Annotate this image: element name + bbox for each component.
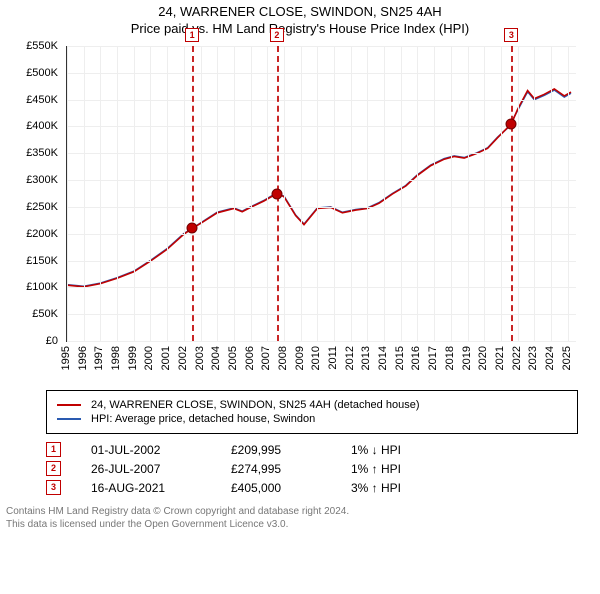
legend-label: HPI: Average price, detached house, Swin… bbox=[91, 413, 315, 425]
y-tick-label: £350K bbox=[26, 147, 58, 159]
footer: Contains HM Land Registry data © Crown c… bbox=[6, 505, 600, 531]
sale-price: £274,995 bbox=[231, 462, 321, 476]
sale-marker-1: 1 bbox=[46, 442, 61, 457]
x-tick-label: 1997 bbox=[93, 346, 105, 370]
sale-price: £209,995 bbox=[231, 443, 321, 457]
x-tick-label: 2014 bbox=[377, 346, 389, 370]
legend-item-hpi: HPI: Average price, detached house, Swin… bbox=[57, 413, 567, 425]
x-tick-label: 2011 bbox=[327, 346, 339, 370]
y-tick-label: £50K bbox=[32, 308, 58, 320]
footer-line: Contains HM Land Registry data © Crown c… bbox=[6, 505, 600, 518]
legend-swatch bbox=[57, 404, 81, 406]
y-axis-labels: £0 £50K £100K £150K £200K £250K £300K £350K £400… bbox=[20, 42, 62, 382]
series-line-property bbox=[67, 89, 571, 287]
sale-date: 16-AUG-2021 bbox=[91, 481, 201, 495]
y-tick-label: £400K bbox=[26, 120, 58, 132]
sale-diff: 3% ↑ HPI bbox=[351, 481, 451, 495]
sale-marker-3: 3 bbox=[46, 480, 61, 495]
x-tick-label: 2012 bbox=[344, 346, 356, 370]
x-tick-label: 2006 bbox=[244, 346, 256, 370]
table-row: 2 26-JUL-2007 £274,995 1% ↑ HPI bbox=[46, 461, 600, 476]
y-tick-label: £250K bbox=[26, 201, 58, 213]
sale-marker-icon: 2 bbox=[270, 28, 284, 42]
sale-diff: 1% ↓ HPI bbox=[351, 443, 451, 457]
x-tick-label: 1995 bbox=[60, 346, 72, 370]
table-row: 1 01-JUL-2002 £209,995 1% ↓ HPI bbox=[46, 442, 600, 457]
legend-swatch bbox=[57, 418, 81, 420]
sale-date: 01-JUL-2002 bbox=[91, 443, 201, 457]
table-row: 3 16-AUG-2021 £405,000 3% ↑ HPI bbox=[46, 480, 600, 495]
x-tick-label: 2004 bbox=[210, 346, 222, 370]
y-tick-label: £200K bbox=[26, 228, 58, 240]
x-tick-label: 1996 bbox=[77, 346, 89, 370]
y-tick-label: £300K bbox=[26, 174, 58, 186]
x-tick-label: 2022 bbox=[511, 346, 523, 370]
x-tick-label: 2018 bbox=[444, 346, 456, 370]
x-tick-label: 2015 bbox=[394, 346, 406, 370]
sale-price: £405,000 bbox=[231, 481, 321, 495]
sale-dot-icon bbox=[271, 188, 282, 199]
y-tick-label: £0 bbox=[46, 335, 58, 347]
y-tick-label: £550K bbox=[26, 40, 58, 52]
footer-line: This data is licensed under the Open Gov… bbox=[6, 518, 600, 531]
x-tick-label: 2019 bbox=[461, 346, 473, 370]
sale-marker-icon: 3 bbox=[504, 28, 518, 42]
sale-vline bbox=[192, 46, 194, 341]
y-tick-label: £500K bbox=[26, 67, 58, 79]
x-tick-label: 2025 bbox=[561, 346, 573, 370]
chart-lines bbox=[67, 46, 576, 341]
x-tick-label: 2024 bbox=[544, 346, 556, 370]
x-tick-label: 2001 bbox=[160, 346, 172, 370]
x-tick-label: 2008 bbox=[277, 346, 289, 370]
x-tick-label: 2005 bbox=[227, 346, 239, 370]
y-tick-label: £150K bbox=[26, 255, 58, 267]
page-title: 24, WARRENER CLOSE, SWINDON, SN25 4AH bbox=[0, 4, 600, 19]
x-axis-labels: 1995199619971998199920002001200220032004… bbox=[66, 344, 576, 382]
x-tick-label: 2021 bbox=[494, 346, 506, 370]
x-tick-label: 2003 bbox=[194, 346, 206, 370]
x-tick-label: 2017 bbox=[427, 346, 439, 370]
x-tick-label: 2007 bbox=[260, 346, 272, 370]
sales-table: 1 01-JUL-2002 £209,995 1% ↓ HPI 2 26-JUL… bbox=[46, 442, 600, 495]
legend: 24, WARRENER CLOSE, SWINDON, SN25 4AH (d… bbox=[46, 390, 578, 434]
plot-area: 123 bbox=[66, 46, 576, 342]
x-tick-label: 2013 bbox=[360, 346, 372, 370]
sale-date: 26-JUL-2007 bbox=[91, 462, 201, 476]
sale-dot-icon bbox=[187, 223, 198, 234]
sale-vline bbox=[511, 46, 513, 341]
x-tick-label: 2020 bbox=[477, 346, 489, 370]
y-tick-label: £450K bbox=[26, 94, 58, 106]
sale-dot-icon bbox=[506, 118, 517, 129]
legend-label: 24, WARRENER CLOSE, SWINDON, SN25 4AH (d… bbox=[91, 399, 420, 411]
sale-marker-2: 2 bbox=[46, 461, 61, 476]
sale-marker-icon: 1 bbox=[185, 28, 199, 42]
y-tick-label: £100K bbox=[26, 281, 58, 293]
x-tick-label: 2002 bbox=[177, 346, 189, 370]
x-tick-label: 2016 bbox=[410, 346, 422, 370]
x-tick-label: 2010 bbox=[310, 346, 322, 370]
x-tick-label: 1999 bbox=[127, 346, 139, 370]
legend-item-property: 24, WARRENER CLOSE, SWINDON, SN25 4AH (d… bbox=[57, 399, 567, 411]
x-tick-label: 2000 bbox=[143, 346, 155, 370]
x-tick-label: 2009 bbox=[294, 346, 306, 370]
x-tick-label: 2023 bbox=[527, 346, 539, 370]
sale-diff: 1% ↑ HPI bbox=[351, 462, 451, 476]
x-tick-label: 1998 bbox=[110, 346, 122, 370]
price-chart: £0 £50K £100K £150K £200K £250K £300K £350K £400… bbox=[20, 42, 580, 382]
series-line-hpi bbox=[67, 90, 571, 286]
